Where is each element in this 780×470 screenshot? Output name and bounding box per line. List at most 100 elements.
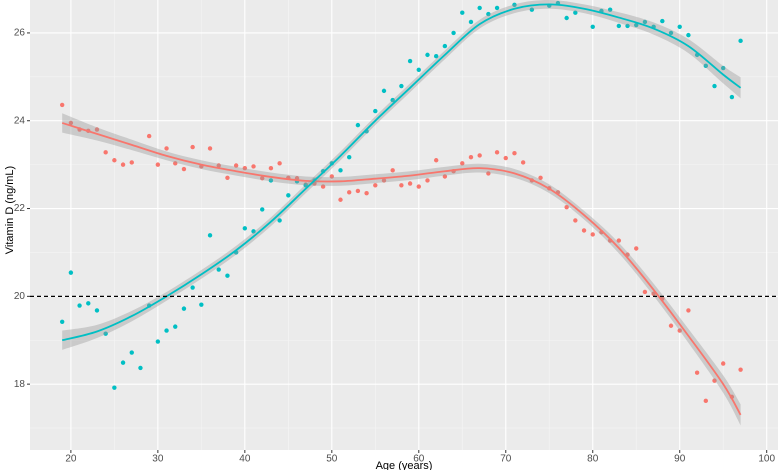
point: [164, 328, 169, 333]
point: [677, 24, 682, 29]
point: [138, 365, 143, 371]
point: [338, 168, 343, 173]
point: [442, 174, 448, 179]
point: [94, 127, 100, 132]
point: [94, 308, 100, 313]
point: [268, 165, 274, 171]
point: [190, 285, 195, 290]
point: [155, 339, 161, 344]
point: [190, 144, 195, 150]
point: [425, 178, 430, 183]
point: [477, 5, 482, 11]
point: [694, 370, 700, 375]
point: [416, 67, 421, 73]
point: [712, 83, 717, 89]
point: [242, 165, 248, 171]
point: [181, 306, 187, 311]
point: [207, 233, 213, 238]
point: [729, 94, 735, 100]
point: [86, 301, 91, 306]
x-tick-label: 80: [587, 454, 599, 465]
point: [512, 151, 517, 156]
y-axis-title: Vitamin D (ng/mL): [4, 166, 16, 254]
point: [207, 146, 213, 151]
point: [373, 183, 378, 188]
point: [381, 178, 387, 183]
point: [494, 5, 500, 11]
point: [433, 158, 439, 163]
point: [425, 52, 430, 58]
point: [677, 328, 682, 333]
point: [520, 160, 526, 165]
point: [103, 331, 108, 336]
x-tick-label: 30: [152, 454, 164, 465]
point: [486, 171, 491, 176]
point: [164, 146, 169, 151]
point: [216, 267, 221, 272]
point: [320, 184, 326, 189]
point: [738, 38, 743, 44]
point: [564, 15, 569, 21]
marks: [30, 0, 778, 426]
point: [59, 102, 65, 108]
x-tick-label: 70: [500, 454, 512, 465]
point: [381, 88, 387, 94]
point: [616, 238, 622, 243]
point: [529, 7, 535, 12]
point: [616, 23, 622, 29]
panel: [30, 0, 778, 450]
fit-line: [61, 3, 742, 342]
point: [251, 164, 256, 169]
point: [242, 226, 248, 231]
point: [703, 398, 709, 404]
point: [442, 43, 448, 49]
y-tick-label: 22: [14, 203, 26, 214]
point: [634, 246, 639, 251]
point: [651, 291, 656, 296]
point: [721, 65, 726, 71]
point: [329, 174, 335, 179]
point: [390, 97, 395, 103]
x-tick-label: 20: [65, 454, 77, 465]
x-tick-label: 50: [326, 454, 338, 465]
point: [468, 19, 474, 25]
point: [59, 319, 65, 325]
y-tick-label: 18: [14, 379, 26, 390]
point: [503, 155, 508, 161]
point: [146, 133, 152, 139]
point: [277, 218, 282, 223]
point: [494, 150, 500, 155]
point: [538, 175, 543, 181]
point: [625, 23, 630, 29]
point: [668, 30, 674, 36]
point: [564, 205, 569, 210]
point: [660, 18, 665, 24]
point: [68, 270, 74, 275]
point: [451, 30, 456, 36]
point: [390, 168, 395, 173]
point: [355, 188, 361, 194]
point: [347, 154, 352, 160]
point: [721, 361, 726, 366]
point: [355, 122, 361, 128]
point: [686, 308, 691, 313]
point: [173, 161, 178, 166]
point: [512, 2, 517, 8]
point: [477, 153, 482, 158]
point: [642, 19, 648, 25]
point: [225, 273, 230, 278]
point: [251, 229, 256, 234]
y-tick-label: 24: [14, 115, 26, 126]
point: [407, 58, 413, 64]
point: [581, 228, 587, 233]
x-tick-label: 40: [239, 454, 251, 465]
grid: [30, 0, 778, 450]
point: [642, 289, 648, 295]
point: [738, 367, 743, 372]
point: [486, 11, 491, 17]
fit-line: [61, 122, 742, 416]
point: [364, 190, 369, 196]
point: [468, 154, 474, 160]
point: [399, 83, 404, 89]
point: [260, 176, 265, 181]
